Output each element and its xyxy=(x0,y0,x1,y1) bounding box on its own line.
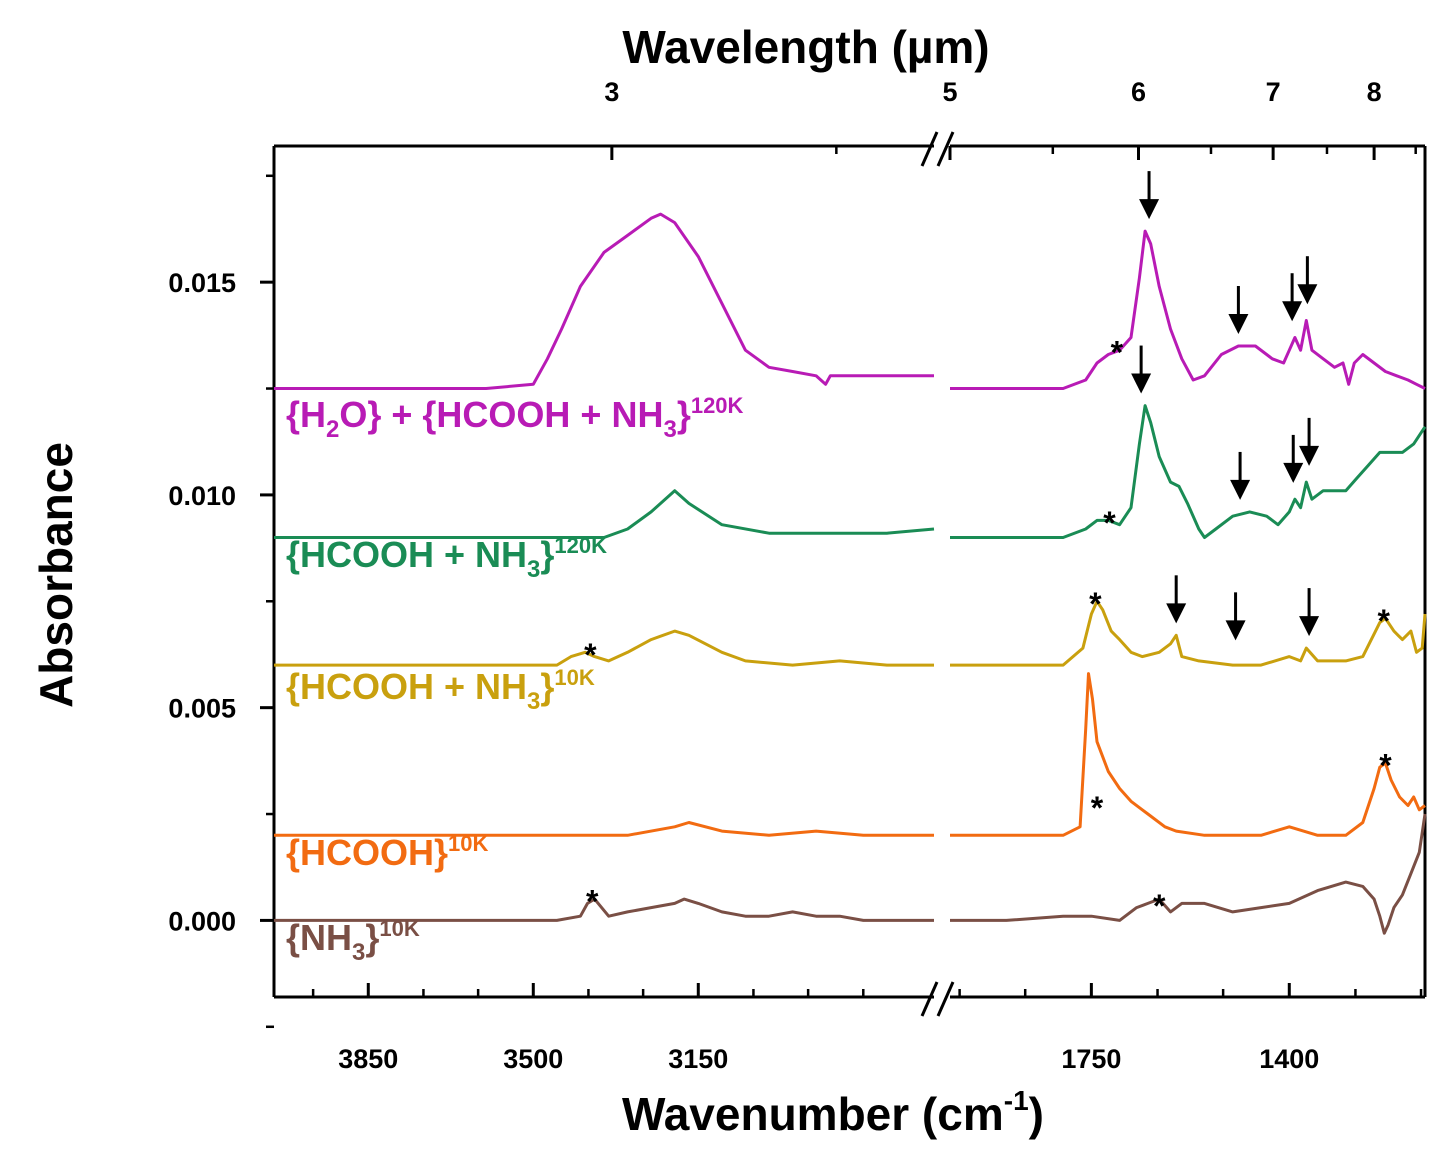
axis-ticks: 3850 3500 3150 1750 1400 3 5 6 7 8 0.000 0.005 0.010… xyxy=(168,77,1423,1074)
x-tick-label: 1750 xyxy=(1061,1044,1121,1074)
x-axis-title: Wavenumber (cm-1) xyxy=(622,1085,1044,1140)
annotation-star: * xyxy=(586,884,599,920)
label-superscript: 120K xyxy=(691,393,744,418)
annotation-star: * xyxy=(1091,790,1104,826)
x-tick-label: 1400 xyxy=(1259,1044,1319,1074)
x-axis-title-sup: -1 xyxy=(1004,1085,1029,1116)
label-subscript: 3 xyxy=(663,416,676,443)
annotation-star: * xyxy=(1089,586,1102,622)
x2-tick-label: 7 xyxy=(1266,77,1281,107)
peak-arrow-head xyxy=(1282,301,1303,322)
annotation-star: * xyxy=(1111,335,1124,371)
x-axis-title-main: Wavenumber (cm xyxy=(622,1088,1004,1140)
x2-tick-label: 6 xyxy=(1131,77,1146,107)
y-tick-label: 0.010 xyxy=(168,481,236,511)
x2-axis-title: Wavelength (µm) xyxy=(622,21,989,73)
label-text: } xyxy=(677,394,691,435)
annotation-star: * xyxy=(1377,603,1390,639)
x-tick-label: 3850 xyxy=(338,1044,398,1074)
series-line xyxy=(274,212,934,390)
annotation-star: * xyxy=(584,637,597,673)
label-superscript: 10K xyxy=(379,916,419,941)
series-label: {HCOOH + NH3}10K xyxy=(286,665,595,715)
axis-break-top xyxy=(920,131,955,167)
annotation-star: * xyxy=(1379,747,1392,783)
series-labels: {NH3}10K{HCOOH}10K{HCOOH + NH3}10K{HCOOH… xyxy=(286,393,744,966)
peak-arrow-head xyxy=(1131,373,1152,394)
label-text: } xyxy=(540,534,554,575)
y-axis-title: Absorbance xyxy=(30,442,82,708)
label-text: O} + {HCOOH + NH xyxy=(339,394,663,435)
label-text: {HCOOH} xyxy=(286,832,448,873)
series-line xyxy=(950,813,1427,935)
peak-arrow-head xyxy=(1166,603,1187,624)
series-line xyxy=(274,821,934,837)
series-line xyxy=(950,229,1426,390)
peak-arrow-head xyxy=(1297,284,1318,305)
y-tick-label: 0.015 xyxy=(168,268,236,298)
label-subscript: 2 xyxy=(326,416,339,443)
label-text: {HCOOH + NH xyxy=(286,666,527,707)
label-text: {NH xyxy=(286,917,352,958)
peak-arrow-head xyxy=(1230,479,1251,500)
peak-arrow-head xyxy=(1299,445,1320,466)
annotation-star: * xyxy=(1153,888,1166,924)
label-superscript: 120K xyxy=(554,533,607,558)
series-line xyxy=(950,599,1427,667)
label-superscript: 10K xyxy=(448,831,488,856)
label-subscript: 3 xyxy=(352,939,365,966)
x2-tick-label: 3 xyxy=(604,77,619,107)
annotation-star: * xyxy=(1103,505,1116,541)
label-text: } xyxy=(365,917,379,958)
peak-arrow-head xyxy=(1228,313,1249,334)
label-subscript: 3 xyxy=(527,556,540,583)
label-text: {HCOOH + NH xyxy=(286,534,527,575)
x-tick-label: 3500 xyxy=(503,1044,563,1074)
label-text: } xyxy=(540,666,554,707)
axis-break-bottom xyxy=(920,981,955,1017)
peak-arrow-head xyxy=(1283,462,1304,483)
peak-arrow-head xyxy=(1225,620,1246,641)
series-label: {H2O} + {HCOOH + NH3}120K xyxy=(286,393,744,443)
series-label: {NH3}10K xyxy=(286,916,420,966)
series-label: {HCOOH}10K xyxy=(286,831,489,873)
series-label: {HCOOH + NH3}120K xyxy=(286,533,607,583)
plot-frame xyxy=(272,131,1427,1017)
series-line xyxy=(274,489,935,539)
x-axis-title-tail: ) xyxy=(1029,1088,1044,1140)
label-superscript: 10K xyxy=(554,665,594,690)
peak-markers: * * * * * * * * * xyxy=(584,171,1392,924)
series-lines xyxy=(274,212,1427,935)
peak-arrow-head xyxy=(1299,616,1320,637)
x2-tick-label: 8 xyxy=(1367,77,1382,107)
x-tick-label: 3150 xyxy=(668,1044,728,1074)
series-line xyxy=(950,672,1426,837)
x2-tick-label: 5 xyxy=(942,77,957,107)
series-line xyxy=(274,897,934,922)
label-text: {H xyxy=(286,394,326,435)
series-line xyxy=(950,404,1427,539)
y-tick-label: 0.000 xyxy=(168,906,236,936)
series-line xyxy=(274,629,934,667)
peak-arrow-head xyxy=(1139,199,1160,220)
y-tick-label: 0.005 xyxy=(168,694,236,724)
label-subscript: 3 xyxy=(527,688,540,715)
